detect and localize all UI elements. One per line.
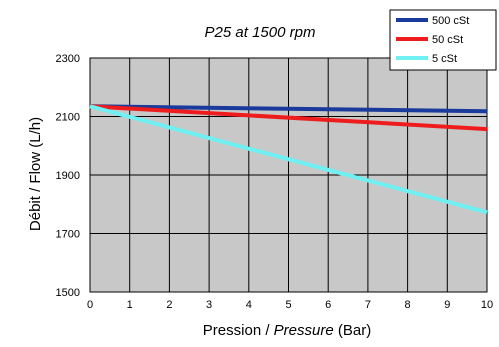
legend-label: 500 cSt <box>432 15 469 27</box>
y-tick-label: 1900 <box>56 170 80 182</box>
series-line <box>89 104 488 132</box>
y-tick-label: 2300 <box>56 53 80 65</box>
chart-title: P25 at 1500 rpm <box>205 24 316 41</box>
x-tick-label: 6 <box>325 299 331 311</box>
series-line <box>89 104 488 215</box>
x-tick-labels: 0 1 2 3 4 5 6 7 8 9 10 <box>87 299 493 311</box>
x-tick-label: 9 <box>444 299 450 311</box>
x-tick-label: 7 <box>365 299 371 311</box>
series-line <box>89 104 488 114</box>
y-tick-labels: 1500 1700 1900 2100 2300 <box>56 53 80 299</box>
x-tick-label: 4 <box>246 299 252 311</box>
x-tick-label: 1 <box>127 299 133 311</box>
x-tick-label: 8 <box>405 299 411 311</box>
series-lines <box>89 104 488 215</box>
x-tick-label: 10 <box>481 299 493 311</box>
x-tick-label: 5 <box>285 299 291 311</box>
y-axis-title: Débit / Flow (L/h) <box>27 117 44 231</box>
x-axis-title: Pression / Pressure (Bar) <box>203 322 371 339</box>
legend-label: 50 cSt <box>432 34 463 46</box>
y-tick-label: 1500 <box>56 287 80 299</box>
grid-lines <box>89 57 488 293</box>
y-tick-label: 1700 <box>56 229 80 241</box>
x-axis-title-italic: Pressure <box>274 322 334 339</box>
x-tick-label: 3 <box>206 299 212 311</box>
x-axis-title-suffix: (Bar) <box>334 322 372 339</box>
x-tick-label: 2 <box>166 299 172 311</box>
legend-label: 5 cSt <box>432 53 457 65</box>
y-tick-label: 2100 <box>56 112 80 124</box>
x-tick-label: 0 <box>87 299 93 311</box>
legend: 500 cSt 50 cSt 5 cSt <box>389 9 497 71</box>
x-axis-title-prefix: Pression / <box>203 322 274 339</box>
